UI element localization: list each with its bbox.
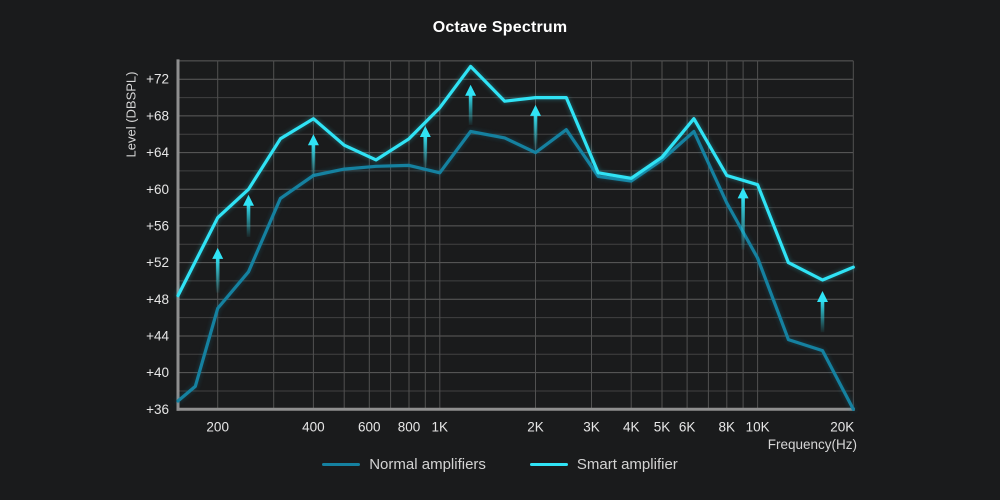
- y-tick-label: +68: [146, 108, 169, 123]
- x-tick-label: 600: [358, 419, 381, 434]
- annotation-arrow-shaft: [423, 135, 428, 168]
- annotation-arrow-head: [307, 134, 319, 146]
- x-tick-label: 800: [398, 419, 421, 434]
- annotation-arrow-head: [243, 194, 254, 206]
- annotation-arrow-shaft: [741, 196, 745, 250]
- annotation-arrow-head: [530, 104, 541, 116]
- x-tick-label: 4K: [623, 419, 640, 434]
- annotation-arrow-head: [212, 247, 224, 259]
- x-tick-label: 6K: [679, 419, 696, 434]
- x-tick-label: 200: [206, 419, 229, 434]
- series-line-normal-amplifiers: [176, 128, 855, 411]
- annotation-arrow-shaft: [533, 113, 538, 149]
- x-tick-label: 2K: [527, 419, 544, 434]
- x-tick-label: 8K: [719, 419, 736, 434]
- annotation-arrow-head: [737, 187, 749, 199]
- y-tick-label: +44: [146, 329, 169, 344]
- y-tick-label: +72: [146, 72, 169, 87]
- chart-title: Octave Spectrum: [432, 19, 568, 36]
- annotation-arrow-shaft: [246, 203, 251, 237]
- y-tick-label: +64: [146, 145, 169, 160]
- x-tick-label: 20K: [830, 419, 854, 434]
- annotation-arrow-shaft: [311, 143, 316, 177]
- x-tick-label: 400: [302, 419, 325, 434]
- annotation-arrow-shaft: [468, 93, 473, 125]
- legend-label-smart: Smart amplifier: [576, 456, 678, 473]
- annotation-arrow-shaft: [820, 300, 825, 333]
- annotation-arrow-head: [465, 84, 477, 96]
- x-axis-title: Frequency(Hz): [767, 437, 857, 452]
- y-tick-label: +48: [146, 292, 169, 307]
- x-tick-label: 3K: [583, 419, 600, 434]
- x-tick-label: 1K: [432, 419, 449, 434]
- legend-item-normal-amplifiers: Normal amplifiers: [322, 456, 486, 473]
- y-axis-title: Level (DBSPL): [123, 71, 139, 158]
- annotation-arrow-head: [419, 126, 431, 137]
- series-line-smart-amplifier: [176, 64, 855, 298]
- annotation-arrow-head: [817, 291, 828, 302]
- y-tick-label: +56: [146, 218, 169, 233]
- annotation-arrow-shaft: [215, 256, 220, 293]
- legend-line-swatch-smart: [529, 463, 568, 466]
- x-tick-label: 10K: [746, 419, 770, 434]
- y-tick-label: +52: [146, 255, 169, 270]
- legend-label-normal: Normal amplifiers: [369, 456, 486, 473]
- y-tick-label: +60: [146, 182, 169, 197]
- y-tick-label: +40: [146, 365, 169, 380]
- y-tick-label: +36: [146, 402, 169, 417]
- legend-line-swatch-normal: [322, 463, 361, 466]
- legend: Normal amplifiers Smart amplifier: [0, 456, 1000, 473]
- legend-item-smart-amplifier: Smart amplifier: [529, 456, 678, 473]
- x-tick-label: 5K: [654, 419, 671, 434]
